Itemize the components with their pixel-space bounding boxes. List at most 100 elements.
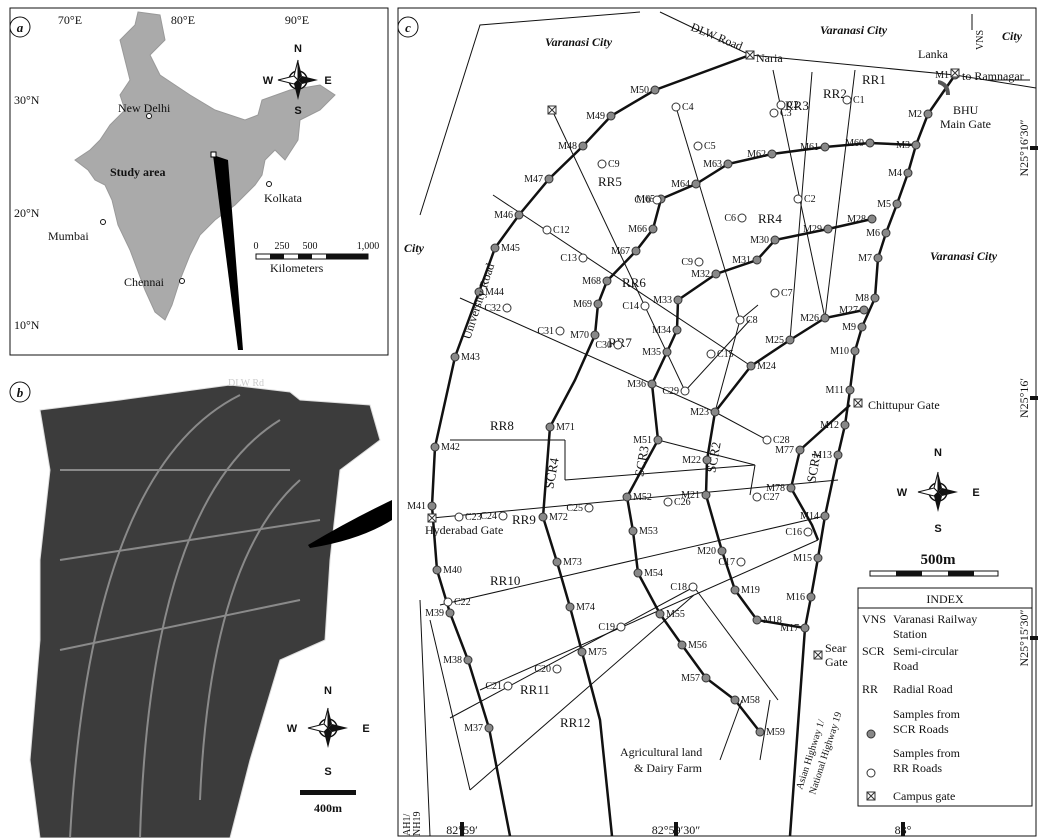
index-desc: Varanasi Railway: [893, 612, 977, 626]
place-label: New Delhi: [118, 101, 171, 115]
scr-sample: [711, 408, 719, 416]
scr-sample-label: M7: [858, 253, 872, 264]
scr-sample: [654, 436, 662, 444]
scr-sample: [904, 169, 912, 177]
scr-sample-label: M19: [741, 585, 760, 596]
compass-w: W: [287, 723, 298, 735]
rr-sample: [543, 226, 551, 234]
place-label: City: [1002, 29, 1023, 43]
scr-sample-label: M41: [407, 501, 426, 512]
rr-sample-label: C27: [763, 492, 780, 503]
scale-tick: 0: [254, 241, 259, 252]
scr-sample-label: M2: [908, 109, 922, 120]
road-label: RR12: [560, 715, 590, 730]
scr-sample-label: M42: [441, 442, 460, 453]
lat-label: 30°N: [14, 93, 40, 107]
scr-sample: [771, 236, 779, 244]
rr-sample: [753, 493, 761, 501]
scr-sample-label: M67: [611, 246, 630, 257]
lat-label: N25°16′: [1017, 378, 1031, 418]
scr-sample: [786, 336, 794, 344]
scr-sample-label: M39: [425, 608, 444, 619]
scr-sample: [651, 86, 659, 94]
scr-sample-label: M55: [666, 609, 685, 620]
scr-sample: [566, 603, 574, 611]
scr-sample-label: M26: [800, 313, 819, 324]
place-label: Chittupur Gate: [868, 398, 940, 412]
scr-sample: [912, 141, 920, 149]
scr-sample: [796, 446, 804, 454]
rr-sample: [738, 214, 746, 222]
scr-sample-label: M15: [793, 553, 812, 564]
scr-sample-label: M74: [576, 602, 595, 613]
scr-sample-label: M53: [639, 526, 658, 537]
road-label: RR8: [490, 418, 514, 433]
compass-e: E: [972, 487, 979, 499]
scr-sample-label: M70: [570, 330, 589, 341]
panel-label: a: [17, 20, 24, 35]
compass-s: S: [934, 523, 941, 535]
lat-label: 20°N: [14, 206, 40, 220]
scr-sample-label: M43: [461, 352, 480, 363]
lat-label: 10°N: [14, 318, 40, 332]
scr-sample: [814, 554, 822, 562]
scr-sample-label: M25: [765, 335, 784, 346]
scr-sample: [747, 362, 755, 370]
scr-sample-label: M73: [563, 557, 582, 568]
scr-sample-label: M35: [642, 347, 661, 358]
rr-sample-label: C22: [454, 597, 471, 608]
scr-sample: [712, 270, 720, 278]
rr-sample: [770, 109, 778, 117]
scale-label: 500m: [921, 552, 957, 568]
scr-sample-label: M45: [501, 243, 520, 254]
rr-sample-label: C30: [595, 340, 612, 351]
scr-sample-label: M56: [688, 640, 707, 651]
scr-sample-label: M28: [847, 214, 866, 225]
rr-sample: [455, 513, 463, 521]
place-label: Hyderabad Gate: [425, 523, 503, 537]
scr-sample-label: M68: [582, 276, 601, 287]
rr-sample-label: C29: [662, 386, 679, 397]
scr-sample: [656, 610, 664, 618]
scr-sample: [787, 484, 795, 492]
scr-sample: [632, 247, 640, 255]
place-label: to Ramnagar: [962, 69, 1024, 83]
scr-sample-label: M77: [775, 445, 794, 456]
scale-bar: [870, 571, 998, 576]
compass: [308, 708, 348, 748]
rr-sample-label: C28: [773, 435, 790, 446]
index-key: RR: [862, 682, 878, 696]
scr-sample: [545, 175, 553, 183]
panel-a: a 70°E 80°E 90°E 30°N 20°N 10°N New Delh…: [10, 8, 388, 355]
scr-sample-label: M64: [671, 179, 690, 190]
rr-sample: [694, 142, 702, 150]
scr-sample: [753, 256, 761, 264]
road-label: RR6: [622, 275, 646, 290]
scr-sample: [607, 112, 615, 120]
place-label: City: [404, 241, 425, 255]
rr-sample-label: C9: [681, 257, 693, 268]
scr-sample-label: M5: [877, 199, 891, 210]
scr-sample-label: M66: [628, 224, 647, 235]
rr-sample-label: C7: [781, 288, 793, 299]
rr-sample-label: C19: [598, 622, 615, 633]
road-label: RR9: [512, 512, 536, 527]
scr-sample: [446, 609, 454, 617]
rr-sample: [579, 254, 587, 262]
rr-sample-label: C24: [480, 511, 497, 522]
scr-sample: [851, 347, 859, 355]
scr-sample: [702, 491, 710, 499]
compass-w: W: [263, 75, 274, 87]
index-desc: Semi-circular: [893, 644, 958, 658]
scale-unit: Kilometers: [270, 261, 324, 275]
rr-sample: [689, 583, 697, 591]
scr-sample: [821, 512, 829, 520]
scr-sample: [515, 211, 523, 219]
panel-label: b: [17, 385, 24, 400]
scr-sample-label: M32: [691, 269, 710, 280]
place-label: Agricultural land: [620, 745, 702, 759]
scr-sample: [718, 547, 726, 555]
scr-sample: [821, 314, 829, 322]
scr-sample-label: M31: [732, 255, 751, 266]
road-label: DLW Rd: [228, 378, 264, 389]
